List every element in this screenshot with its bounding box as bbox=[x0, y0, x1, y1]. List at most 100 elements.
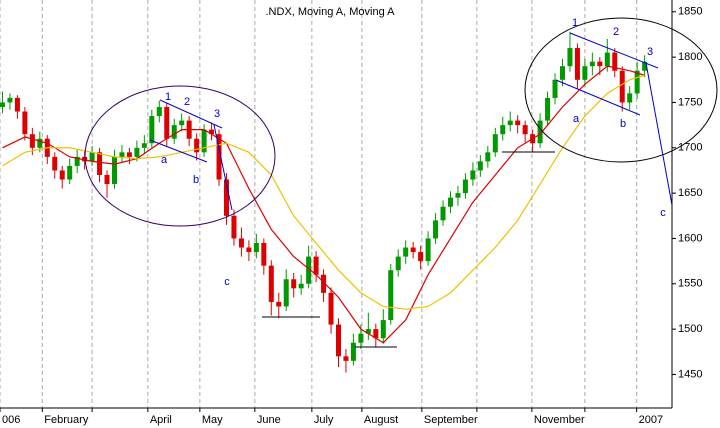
candle-body bbox=[365, 329, 371, 334]
candle-body bbox=[328, 292, 334, 325]
candle-body bbox=[627, 93, 633, 103]
candle-body bbox=[418, 252, 424, 262]
trend-line bbox=[555, 79, 641, 116]
candle-body bbox=[209, 129, 215, 135]
candle-body bbox=[276, 301, 282, 307]
candle-body bbox=[156, 106, 162, 117]
candle-body bbox=[97, 152, 103, 175]
candle-body bbox=[343, 356, 349, 361]
wave-label: 1 bbox=[572, 17, 578, 29]
candle-body bbox=[559, 66, 565, 80]
x-tick-label: June bbox=[257, 414, 281, 426]
candle-body bbox=[231, 215, 237, 239]
candle-body bbox=[537, 120, 543, 144]
candle-body bbox=[470, 170, 476, 180]
candle-body bbox=[0, 102, 5, 107]
candle-body bbox=[7, 97, 13, 103]
wave-label: 1 bbox=[165, 91, 171, 103]
circle bbox=[524, 17, 718, 163]
candle-body bbox=[388, 270, 394, 321]
candle-body bbox=[194, 138, 200, 153]
candle-body bbox=[283, 279, 289, 307]
candle-body bbox=[485, 152, 491, 162]
circle bbox=[84, 85, 276, 227]
candle-body bbox=[477, 161, 483, 171]
candle-body bbox=[238, 238, 244, 248]
wave-label: a bbox=[161, 154, 168, 166]
candle-body bbox=[604, 52, 610, 67]
x-tick-label: May bbox=[202, 414, 223, 426]
candle-body bbox=[291, 279, 297, 289]
candle-body bbox=[462, 179, 468, 194]
y-tick-label: 1700 bbox=[678, 142, 702, 154]
candle-body bbox=[321, 274, 327, 293]
candle-body bbox=[67, 165, 73, 180]
trend-line bbox=[569, 32, 659, 69]
candle-body bbox=[22, 111, 28, 135]
candle-body bbox=[253, 242, 259, 253]
trend-line bbox=[213, 124, 233, 211]
candle-body bbox=[261, 242, 267, 266]
candle-body bbox=[358, 333, 364, 343]
wave-label: 3 bbox=[214, 108, 220, 120]
wave-label: b bbox=[193, 174, 199, 186]
candle-body bbox=[522, 125, 528, 135]
x-tick-label: August bbox=[364, 414, 398, 426]
wave-label: a bbox=[573, 113, 580, 125]
candle-body bbox=[306, 256, 312, 284]
candle-body bbox=[597, 61, 603, 67]
candle-body bbox=[14, 97, 20, 112]
wave-label: 2 bbox=[613, 26, 619, 38]
candle-body bbox=[500, 125, 506, 135]
candle-body bbox=[149, 116, 155, 144]
candle-body bbox=[425, 238, 431, 262]
candle-body bbox=[642, 61, 648, 71]
candle-body bbox=[246, 247, 252, 253]
candle-body bbox=[52, 156, 58, 171]
candle-body bbox=[141, 143, 147, 148]
candle-body bbox=[447, 197, 453, 207]
candle-body bbox=[223, 179, 229, 216]
y-tick-label: 1800 bbox=[678, 51, 702, 63]
candle-body bbox=[373, 329, 379, 339]
candle-body bbox=[313, 256, 319, 275]
candle-body bbox=[612, 52, 618, 71]
candle-body bbox=[126, 152, 132, 157]
moving-average-line bbox=[2, 74, 645, 310]
candle-body bbox=[201, 129, 207, 153]
x-tick-label: November bbox=[534, 414, 585, 426]
candle-body bbox=[268, 265, 274, 302]
candle-body bbox=[410, 247, 416, 253]
x-tick-label: 2007 bbox=[639, 414, 663, 426]
candle-body bbox=[171, 125, 177, 139]
y-tick-label: 1750 bbox=[678, 96, 702, 108]
candle-body bbox=[589, 61, 595, 67]
candle-body bbox=[74, 156, 80, 166]
y-tick-label: 1550 bbox=[678, 278, 702, 290]
x-tick-label: July bbox=[314, 414, 334, 426]
candle-body bbox=[634, 70, 640, 94]
candle-body bbox=[216, 134, 222, 180]
candle-body bbox=[567, 48, 573, 67]
x-tick-label: 006 bbox=[2, 414, 20, 426]
candle-body bbox=[433, 220, 439, 239]
candle-body bbox=[619, 70, 625, 103]
trend-line bbox=[149, 139, 208, 163]
trend-line bbox=[645, 62, 673, 206]
moving-average-line bbox=[2, 65, 645, 344]
wave-label: b bbox=[620, 118, 626, 130]
y-tick-label: 1600 bbox=[678, 232, 702, 244]
trend-line bbox=[159, 99, 223, 129]
candle-body bbox=[492, 134, 498, 153]
candle-body bbox=[89, 152, 95, 162]
candle-body bbox=[164, 106, 170, 139]
y-tick-label: 1450 bbox=[678, 368, 702, 380]
x-tick-label: February bbox=[44, 414, 89, 426]
x-tick-label: September bbox=[424, 414, 478, 426]
y-tick-label: 1500 bbox=[678, 323, 702, 335]
candle-body bbox=[111, 156, 117, 185]
wave-labels: 1 2 3 a b c 1 2 3 a b c bbox=[161, 17, 666, 288]
wave-label: c bbox=[224, 276, 230, 288]
